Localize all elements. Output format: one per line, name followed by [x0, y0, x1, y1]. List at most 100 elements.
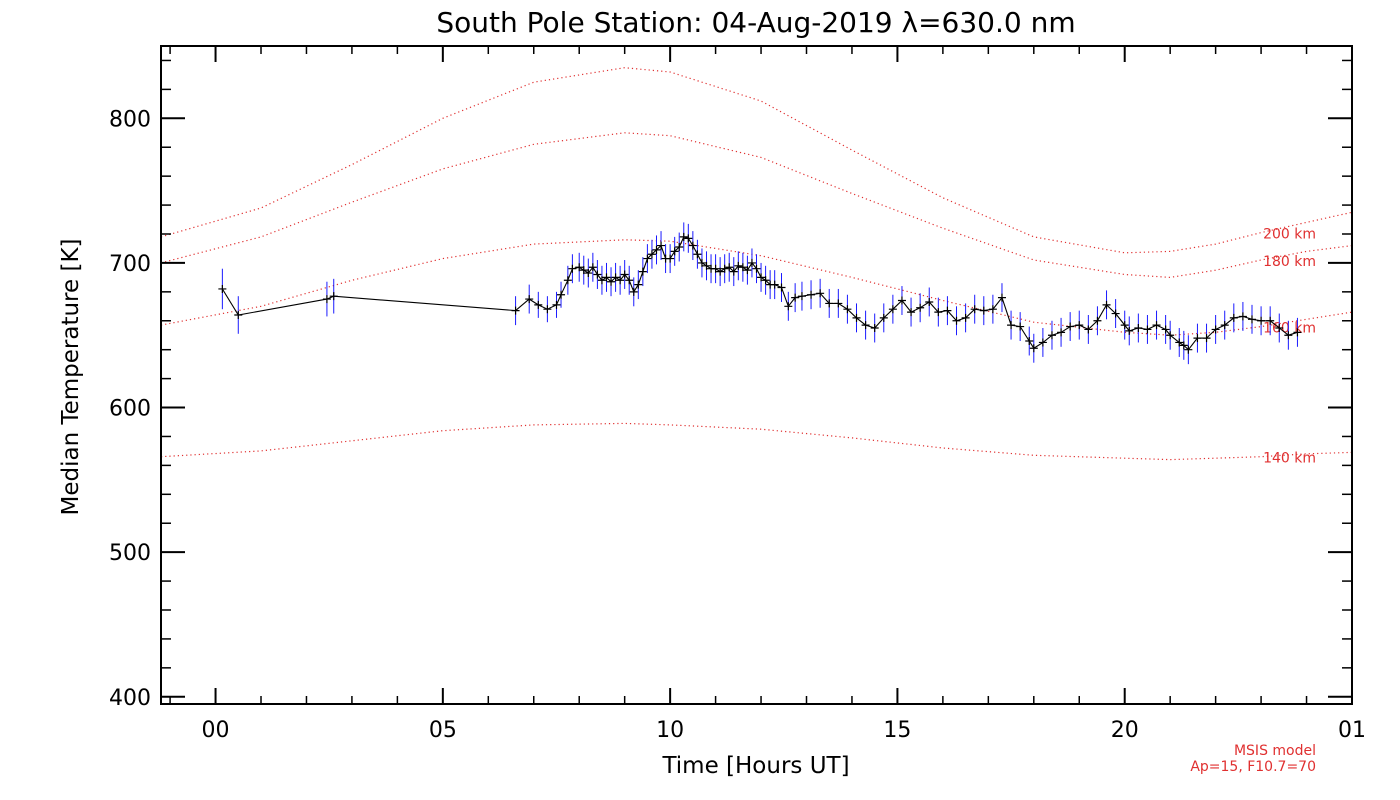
data-point [1211, 325, 1220, 334]
data-point [888, 305, 897, 314]
data-point [1047, 331, 1056, 340]
data-point [588, 263, 597, 272]
data-point [329, 292, 338, 301]
data-point [979, 306, 988, 315]
data-point [1284, 331, 1293, 340]
data-point [597, 276, 606, 285]
data-point [579, 266, 588, 275]
data-point [1238, 312, 1247, 321]
msis-params-note: Ap=15, F10.7=70 [1190, 759, 1316, 775]
data-point [1029, 344, 1038, 353]
x-tick-label: 05 [429, 718, 457, 743]
data-point [897, 296, 906, 305]
model-curves: 200 km 180 km 160 km 140 km [160, 67, 1353, 467]
msis-curve-140-km [160, 422, 1353, 461]
x-tick-label: 10 [656, 718, 684, 743]
x-axis-label: Time [Hours UT] [661, 753, 849, 779]
data-point [716, 267, 725, 276]
data-point [825, 299, 834, 308]
data-point [761, 276, 770, 285]
msis-curve-label: 200 km [1263, 227, 1316, 243]
data-point [943, 306, 952, 315]
msis-curve-label: 140 km [1263, 451, 1316, 467]
data-point [1266, 316, 1275, 325]
y-axis-label: Median Temperature [K] [58, 239, 84, 516]
data-point [1152, 321, 1161, 330]
data-point [916, 303, 925, 312]
data-point [861, 321, 870, 330]
data-point [757, 273, 766, 282]
data-point [638, 267, 647, 276]
data-point [666, 254, 675, 263]
data-point [693, 250, 702, 259]
data-point [625, 276, 634, 285]
data-point [634, 280, 643, 289]
data-point [711, 264, 720, 273]
data-point [852, 313, 861, 322]
data-point [1229, 313, 1238, 322]
data-point [697, 258, 706, 267]
chart-title: South Pole Station: 04-Aug-2019 λ=630.0 … [436, 6, 1075, 39]
data-point [1093, 316, 1102, 325]
data-point [1125, 326, 1134, 335]
data-point [743, 266, 752, 275]
data-point [670, 247, 679, 256]
data-point [1179, 341, 1188, 350]
data-point [1175, 338, 1184, 347]
data-point [734, 261, 743, 270]
data-point [1084, 325, 1093, 334]
data-point [1220, 321, 1229, 330]
data-point [702, 261, 711, 270]
data-point [752, 264, 761, 273]
data-point [1025, 337, 1034, 346]
data-point [1057, 328, 1066, 337]
y-tick-label: 800 [109, 107, 151, 132]
data-point [725, 263, 734, 272]
data-point [1120, 321, 1129, 330]
data-point [620, 270, 629, 279]
data-point [657, 241, 666, 250]
data-point [688, 241, 697, 250]
x-tick-label: 15 [883, 718, 911, 743]
data-point [1134, 324, 1143, 332]
data-point [1275, 324, 1284, 332]
data-point [1007, 321, 1016, 330]
data-point [563, 276, 572, 285]
msis-curve-160-km [160, 239, 1353, 336]
x-tick-label: 20 [1111, 718, 1139, 743]
data-point [1247, 315, 1256, 324]
data-point [234, 310, 243, 319]
y-tick-label: 600 [109, 397, 151, 422]
data-point [807, 290, 816, 299]
data-point [1038, 338, 1047, 347]
data-point [679, 232, 688, 241]
data-series [218, 222, 1302, 365]
data-point [1202, 334, 1211, 343]
data-point [557, 290, 566, 299]
data-point [568, 264, 577, 273]
y-tick-label: 400 [109, 686, 151, 711]
data-point [879, 313, 888, 322]
data-point [593, 270, 602, 279]
data-point [652, 245, 661, 254]
msis-curve-200-km [160, 67, 1353, 254]
data-point [643, 254, 652, 263]
y-tick-label: 500 [109, 541, 151, 566]
data-point [729, 267, 738, 276]
data-point [1143, 325, 1152, 334]
y-tick-label: 700 [109, 252, 151, 277]
data-point [552, 300, 561, 309]
msis-curve-label: 180 km [1263, 254, 1316, 270]
data-point [797, 292, 806, 301]
data-point [997, 293, 1006, 302]
data-point [675, 243, 684, 252]
x-tick-label: 00 [202, 718, 230, 743]
data-point [647, 250, 656, 259]
data-point [1293, 328, 1302, 337]
data-point [575, 263, 584, 272]
data-point [870, 324, 879, 332]
data-point [770, 280, 779, 289]
data-point [1257, 316, 1266, 325]
data-point [816, 289, 825, 298]
